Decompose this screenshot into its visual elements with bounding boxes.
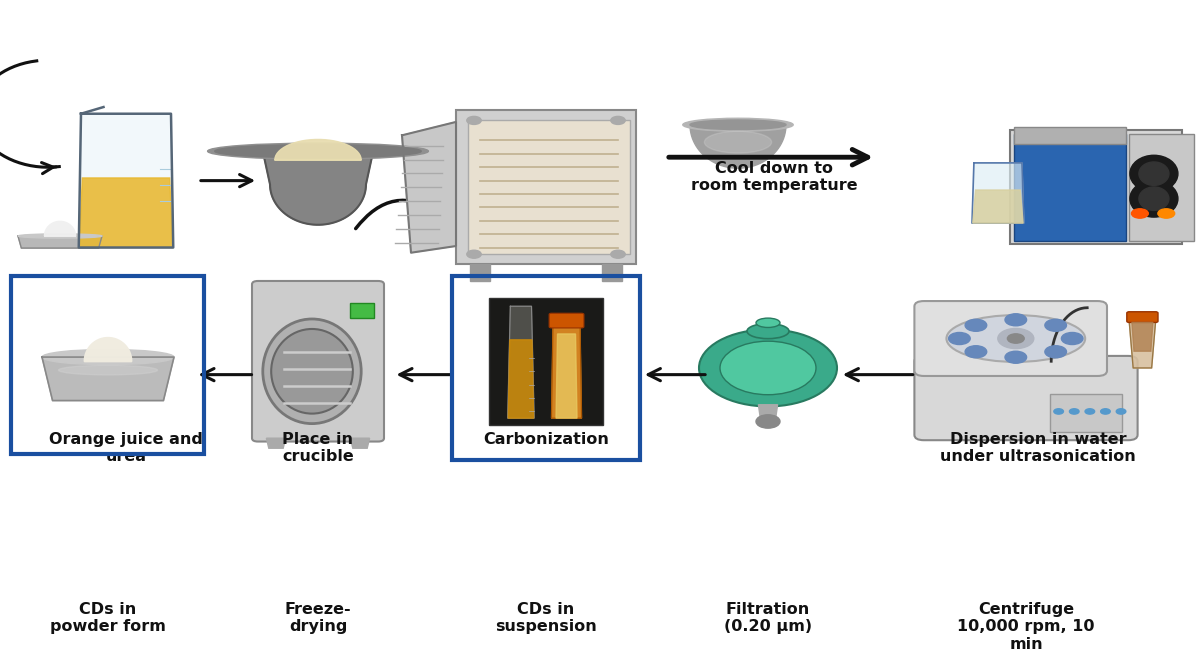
Circle shape — [1085, 409, 1094, 414]
Circle shape — [1008, 334, 1025, 343]
Ellipse shape — [271, 329, 353, 413]
Ellipse shape — [683, 118, 793, 131]
Circle shape — [1045, 346, 1067, 358]
Polygon shape — [79, 178, 173, 248]
Ellipse shape — [1139, 187, 1169, 210]
FancyBboxPatch shape — [1010, 130, 1182, 244]
Circle shape — [1116, 409, 1126, 414]
Circle shape — [1045, 319, 1067, 331]
Polygon shape — [685, 124, 791, 168]
Polygon shape — [18, 236, 102, 248]
Text: Filtration
(0.20 μm): Filtration (0.20 μm) — [724, 602, 812, 634]
Text: Freeze-
drying: Freeze- drying — [284, 602, 352, 634]
FancyBboxPatch shape — [914, 356, 1138, 440]
Bar — [490, 298, 604, 425]
FancyBboxPatch shape — [1127, 312, 1158, 322]
FancyBboxPatch shape — [914, 301, 1108, 376]
Text: Dispersion in water
under ultrasonication: Dispersion in water under ultrasonicatio… — [940, 432, 1136, 464]
Ellipse shape — [690, 120, 786, 130]
Polygon shape — [973, 190, 1024, 223]
FancyBboxPatch shape — [456, 110, 636, 264]
Polygon shape — [263, 151, 373, 225]
Bar — [468, 120, 630, 254]
Circle shape — [611, 116, 625, 124]
Circle shape — [1100, 409, 1110, 414]
Ellipse shape — [756, 318, 780, 328]
Ellipse shape — [18, 234, 102, 238]
Circle shape — [1006, 314, 1027, 326]
Ellipse shape — [59, 365, 157, 375]
Circle shape — [1006, 351, 1027, 363]
Circle shape — [1069, 409, 1079, 414]
Circle shape — [698, 330, 838, 407]
Polygon shape — [266, 438, 286, 448]
Ellipse shape — [1139, 162, 1169, 185]
Ellipse shape — [1130, 155, 1178, 192]
Polygon shape — [84, 338, 132, 361]
Ellipse shape — [215, 145, 421, 158]
Polygon shape — [556, 334, 577, 418]
Circle shape — [720, 341, 816, 395]
Circle shape — [756, 415, 780, 428]
Circle shape — [965, 319, 986, 331]
Text: Carbonization: Carbonization — [484, 432, 608, 446]
FancyBboxPatch shape — [550, 313, 584, 328]
Text: CDs in
suspension: CDs in suspension — [496, 602, 596, 634]
Polygon shape — [508, 306, 534, 418]
Text: Centrifuge
10,000 rpm, 10
min: Centrifuge 10,000 rpm, 10 min — [958, 602, 1094, 652]
Ellipse shape — [263, 319, 361, 423]
Polygon shape — [602, 264, 622, 281]
Circle shape — [467, 116, 481, 124]
Circle shape — [611, 250, 625, 258]
Circle shape — [949, 332, 970, 345]
Polygon shape — [1132, 322, 1153, 351]
Circle shape — [1062, 332, 1084, 345]
Bar — [1129, 134, 1194, 241]
Bar — [1050, 394, 1122, 432]
Ellipse shape — [1130, 181, 1178, 217]
Circle shape — [998, 328, 1034, 349]
Circle shape — [467, 250, 481, 258]
Text: Orange juice and
urea: Orange juice and urea — [49, 432, 203, 464]
Ellipse shape — [42, 349, 174, 365]
Polygon shape — [350, 438, 370, 448]
Circle shape — [1054, 409, 1063, 414]
Polygon shape — [42, 357, 174, 401]
Text: Cool down to
room temperature: Cool down to room temperature — [691, 161, 857, 193]
Circle shape — [965, 346, 986, 358]
Bar — [1014, 134, 1126, 241]
Text: Place in
crucible: Place in crucible — [282, 432, 354, 464]
Polygon shape — [275, 139, 361, 160]
Polygon shape — [1129, 321, 1156, 368]
Circle shape — [1132, 209, 1148, 218]
Polygon shape — [470, 264, 490, 281]
FancyBboxPatch shape — [252, 281, 384, 442]
Polygon shape — [402, 122, 456, 253]
Bar — [1014, 127, 1126, 144]
Ellipse shape — [704, 131, 772, 153]
Ellipse shape — [947, 315, 1085, 362]
Ellipse shape — [746, 324, 790, 339]
Polygon shape — [552, 326, 582, 418]
Polygon shape — [758, 405, 778, 421]
Polygon shape — [79, 114, 173, 248]
Polygon shape — [509, 340, 534, 418]
Bar — [350, 303, 374, 318]
Polygon shape — [972, 163, 1024, 223]
Polygon shape — [44, 221, 76, 236]
Ellipse shape — [208, 143, 428, 159]
Text: CDs in
powder form: CDs in powder form — [50, 602, 166, 634]
Circle shape — [1158, 209, 1175, 218]
